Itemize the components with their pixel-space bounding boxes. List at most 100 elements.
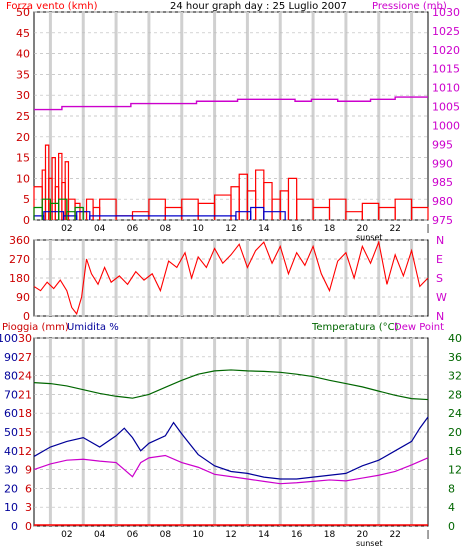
pressure-tick-label: 1025 <box>432 25 460 38</box>
wind-bar <box>328 198 347 220</box>
rain-tick-label: 12 <box>18 445 32 458</box>
temperature-tick-label: 0 <box>448 520 455 533</box>
pressure-tick-label: 1000 <box>432 119 460 132</box>
rain-tick-label: 21 <box>18 388 32 401</box>
wind-bar <box>58 198 68 220</box>
wind-speed-tick-label: 20 <box>16 131 30 144</box>
humidity-tick-label: 90 <box>4 351 18 364</box>
direction-tick-label: 0 <box>23 310 30 323</box>
hour-tick-label: 18 <box>324 530 336 540</box>
pressure-tick-label: 1005 <box>432 101 460 114</box>
wind-speed-tick-label: 40 <box>16 48 30 61</box>
hour-tick-label: | <box>426 530 429 540</box>
hour-tick-label: 12 <box>225 224 236 234</box>
hour-tick-label: 16 <box>291 224 303 234</box>
wind-speed-tick-label: 25 <box>16 110 30 123</box>
hour-tick-label: 14 <box>258 224 270 234</box>
temperature-tick-label: 28 <box>448 388 462 401</box>
rain-tick-label: 0 <box>25 520 32 533</box>
dewpoint-line <box>33 454 429 485</box>
pressure-tick-label: 975 <box>432 214 453 227</box>
wind-speed-axis-label: Forza vento (kmh) <box>6 1 98 12</box>
direction-tick-label: 360 <box>9 234 30 247</box>
chart-title: 24 hour graph day : 25 Luglio 2007 <box>170 1 347 12</box>
wind-speed-tick-label: 50 <box>16 6 30 19</box>
direction-tick-label: 270 <box>9 253 30 266</box>
rain-tick-label: 24 <box>18 370 32 383</box>
humidity-tick-label: 30 <box>4 464 18 477</box>
rain-tick-label: 3 <box>25 501 32 514</box>
temperature-tick-label: 4 <box>448 501 455 514</box>
rain-tick-label: 6 <box>25 482 32 495</box>
direction-tick-label: 90 <box>16 291 30 304</box>
wind-bar <box>410 206 429 220</box>
hour-tick-label: | <box>426 224 429 234</box>
hour-tick-label: 02 <box>61 224 72 234</box>
wind-speed-tick-label: 5 <box>23 193 30 206</box>
sunset-label: sunset <box>356 233 383 242</box>
humidity-tick-label: 100 <box>0 332 18 345</box>
compass-label: N <box>436 310 444 323</box>
rain-tick-label: 15 <box>18 426 32 439</box>
humidity-tick-label: 0 <box>11 520 18 533</box>
pressure-tick-label: 990 <box>432 157 453 170</box>
hour-tick-label: 20 <box>357 530 369 540</box>
temperature-tick-label: 24 <box>448 407 462 420</box>
pressure-tick-label: 1015 <box>432 63 460 76</box>
pressure-tick-label: 985 <box>432 176 453 189</box>
hour-tick-label: 22 <box>389 530 400 540</box>
hour-tick-label: 18 <box>324 224 336 234</box>
rain-tick-label: 18 <box>18 407 32 420</box>
pressure-line <box>34 96 428 111</box>
pressure-tick-label: 1010 <box>432 82 460 95</box>
wind-speed-tick-label: 15 <box>16 152 30 165</box>
wind-direction-line <box>33 240 429 316</box>
wind-speed-tick-label: 30 <box>16 89 30 102</box>
wind-speed-tick-label: 10 <box>16 172 30 185</box>
humidity-axis-label: Umidita % <box>67 322 119 333</box>
temperature-tick-label: 32 <box>448 370 462 383</box>
wind-bar <box>263 211 286 220</box>
pressure-tick-label: 995 <box>432 138 453 151</box>
hour-tick-label: 06 <box>127 530 139 540</box>
wind-speed-tick-label: 35 <box>16 68 30 81</box>
rain-tick-label: 30 <box>18 332 32 345</box>
pressure-tick-label: 1030 <box>432 6 460 19</box>
sunset-label-bottom: sunset <box>356 539 383 548</box>
rain-axis-label: Pioggia (mm) <box>2 322 69 333</box>
humidity-tick-label: 50 <box>4 426 18 439</box>
wind-bar <box>74 206 84 220</box>
rain-tick-label: 27 <box>18 351 32 364</box>
wind-bar <box>64 161 70 220</box>
humidity-tick-label: 20 <box>4 482 18 495</box>
hour-tick-label: 04 <box>94 530 106 540</box>
hour-tick-label: 04 <box>94 224 106 234</box>
hour-tick-label: 10 <box>192 530 204 540</box>
temperature-line <box>33 369 429 401</box>
compass-label: E <box>436 253 443 266</box>
temperature-tick-label: 40 <box>448 332 462 345</box>
hour-tick-label: 02 <box>61 530 72 540</box>
hour-tick-label: 16 <box>291 530 303 540</box>
hour-tick-label: 08 <box>160 224 172 234</box>
humidity-tick-label: 60 <box>4 407 18 420</box>
dewpoint-axis-label: Dew Point <box>394 322 444 333</box>
humidity-tick-label: 70 <box>4 388 18 401</box>
pressure-tick-label: 980 <box>432 195 453 208</box>
pressure-tick-label: 1020 <box>432 44 460 57</box>
rain-tick-label: 9 <box>25 464 32 477</box>
wind-speed-tick-label: 45 <box>16 27 30 40</box>
wind-bar <box>99 198 117 220</box>
hour-tick-label: 06 <box>127 224 139 234</box>
temperature-tick-label: 20 <box>448 426 462 439</box>
hour-tick-label: 10 <box>192 224 204 234</box>
humidity-tick-label: 10 <box>4 501 18 514</box>
compass-label: W <box>436 291 447 304</box>
wind-speed-tick-label: 0 <box>23 214 30 227</box>
hour-tick-label: 12 <box>225 530 236 540</box>
hour-tick-label: 08 <box>160 530 172 540</box>
compass-label: S <box>436 272 443 285</box>
